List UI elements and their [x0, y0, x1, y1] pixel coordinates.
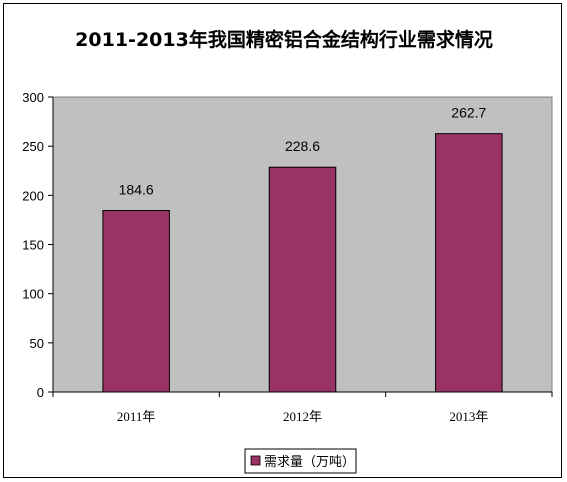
y-tick-label: 0	[37, 385, 44, 400]
bar	[268, 166, 337, 393]
legend-box	[244, 448, 357, 474]
x-axis: 2011年 2012年 2013年	[52, 391, 553, 424]
legend-label: 需求量（万吨）	[264, 455, 355, 470]
y-tick-label: 250	[22, 139, 44, 154]
legend-swatch	[250, 455, 261, 466]
x-tick-label: 2013年	[449, 409, 488, 424]
bar	[435, 133, 503, 393]
y-axis: 0 50 100 150 200 250 300	[22, 90, 54, 400]
y-tick-label: 200	[22, 188, 44, 203]
x-tick-label: 2012年	[283, 409, 322, 424]
y-tick-label: 300	[22, 90, 44, 105]
y-tick-label: 100	[22, 287, 44, 302]
data-label: 228.6	[285, 138, 320, 154]
bar-series: 184.6 228.6 262.7	[102, 105, 503, 393]
chart-title: 2011-2013年我国精密铝合金结构行业需求情况	[75, 28, 493, 51]
y-tick-label: 150	[22, 238, 44, 253]
data-label: 262.7	[451, 105, 486, 121]
data-label: 184.6	[119, 181, 154, 197]
bar	[102, 209, 170, 393]
y-tick-label: 50	[30, 336, 44, 351]
legend: 需求量（万吨）	[244, 448, 357, 474]
x-tick-label: 2011年	[117, 409, 156, 424]
